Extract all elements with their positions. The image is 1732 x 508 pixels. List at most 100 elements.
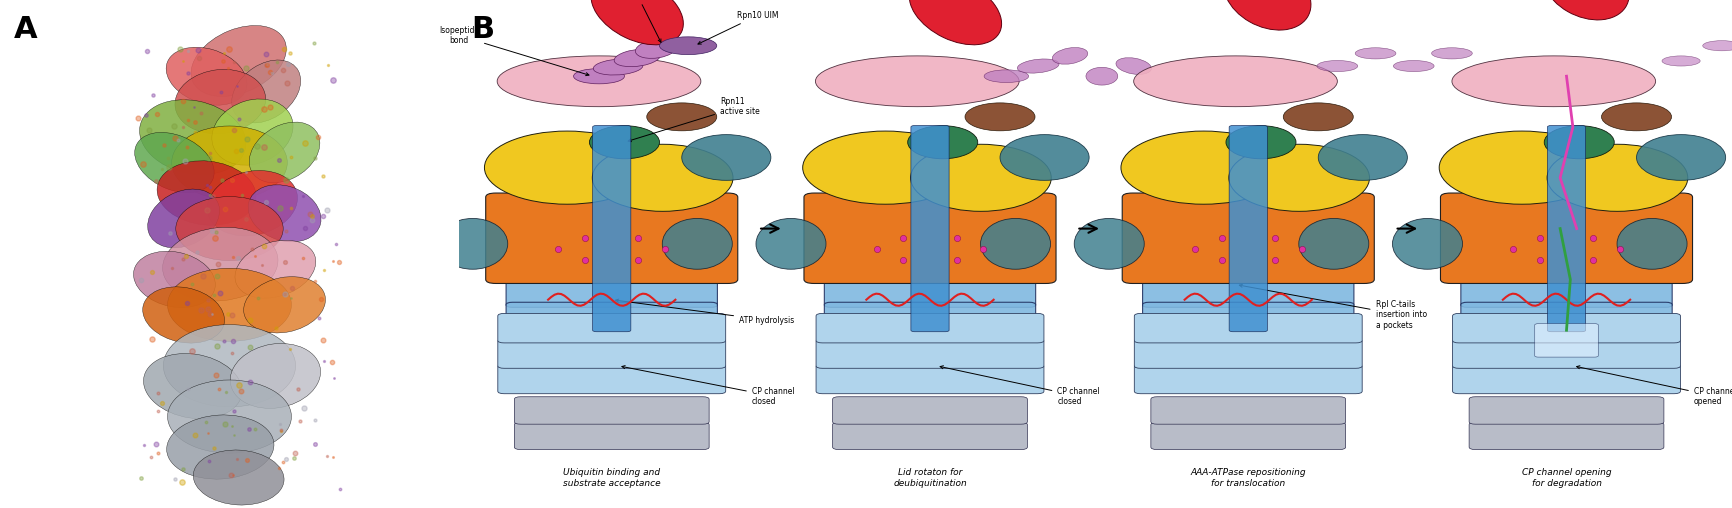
Text: B: B bbox=[471, 15, 495, 44]
Ellipse shape bbox=[171, 126, 288, 199]
FancyBboxPatch shape bbox=[1143, 274, 1354, 307]
Ellipse shape bbox=[1439, 131, 1604, 204]
Ellipse shape bbox=[1121, 131, 1287, 204]
FancyBboxPatch shape bbox=[497, 364, 726, 394]
Text: Ubiquitin binding and
substrate acceptance: Ubiquitin binding and substrate acceptan… bbox=[563, 468, 660, 488]
Ellipse shape bbox=[232, 60, 301, 123]
FancyBboxPatch shape bbox=[816, 313, 1044, 343]
FancyBboxPatch shape bbox=[1469, 422, 1664, 450]
FancyBboxPatch shape bbox=[1150, 397, 1346, 424]
FancyBboxPatch shape bbox=[1134, 339, 1361, 368]
Ellipse shape bbox=[592, 144, 733, 211]
Ellipse shape bbox=[573, 69, 625, 84]
FancyBboxPatch shape bbox=[816, 364, 1044, 394]
Ellipse shape bbox=[1703, 41, 1732, 51]
Ellipse shape bbox=[163, 227, 279, 301]
FancyBboxPatch shape bbox=[1453, 364, 1680, 394]
Ellipse shape bbox=[984, 70, 1029, 83]
FancyBboxPatch shape bbox=[497, 313, 726, 343]
Ellipse shape bbox=[911, 144, 1051, 211]
Ellipse shape bbox=[1017, 59, 1058, 73]
Ellipse shape bbox=[194, 450, 284, 505]
FancyBboxPatch shape bbox=[506, 274, 717, 307]
Ellipse shape bbox=[147, 189, 220, 248]
Ellipse shape bbox=[166, 415, 274, 479]
FancyBboxPatch shape bbox=[1547, 125, 1585, 332]
Ellipse shape bbox=[144, 354, 242, 419]
Ellipse shape bbox=[1637, 135, 1725, 180]
Ellipse shape bbox=[589, 126, 660, 158]
FancyBboxPatch shape bbox=[1453, 339, 1680, 368]
Ellipse shape bbox=[140, 100, 246, 175]
FancyBboxPatch shape bbox=[1143, 302, 1354, 335]
Ellipse shape bbox=[211, 99, 293, 165]
Ellipse shape bbox=[133, 251, 215, 307]
Text: CP channel opening
for degradation: CP channel opening for degradation bbox=[1522, 468, 1611, 488]
FancyBboxPatch shape bbox=[1453, 313, 1680, 343]
Ellipse shape bbox=[1115, 58, 1152, 74]
Ellipse shape bbox=[646, 103, 717, 131]
FancyBboxPatch shape bbox=[1230, 125, 1268, 332]
Ellipse shape bbox=[230, 343, 320, 408]
FancyBboxPatch shape bbox=[1143, 330, 1354, 363]
Ellipse shape bbox=[158, 161, 256, 225]
Ellipse shape bbox=[660, 37, 717, 54]
Ellipse shape bbox=[208, 171, 298, 236]
Ellipse shape bbox=[244, 277, 326, 333]
Text: Ubiquitin: Ubiquitin bbox=[620, 0, 662, 42]
Ellipse shape bbox=[1134, 56, 1337, 107]
Text: Rpn10 UIM: Rpn10 UIM bbox=[698, 11, 779, 44]
Ellipse shape bbox=[999, 135, 1089, 180]
Ellipse shape bbox=[909, 0, 1001, 45]
FancyBboxPatch shape bbox=[1535, 324, 1599, 357]
FancyBboxPatch shape bbox=[506, 302, 717, 335]
Ellipse shape bbox=[168, 268, 291, 341]
Ellipse shape bbox=[1316, 60, 1358, 72]
FancyBboxPatch shape bbox=[1441, 193, 1692, 283]
Ellipse shape bbox=[1663, 56, 1701, 66]
Text: Isopeptide
bond: Isopeptide bond bbox=[438, 26, 589, 76]
Ellipse shape bbox=[1283, 103, 1353, 131]
FancyBboxPatch shape bbox=[833, 397, 1027, 424]
Ellipse shape bbox=[191, 25, 286, 97]
Ellipse shape bbox=[1602, 103, 1671, 131]
Ellipse shape bbox=[1541, 0, 1630, 20]
Ellipse shape bbox=[1299, 218, 1368, 269]
Text: Lid rotaton for
deubiquitination: Lid rotaton for deubiquitination bbox=[894, 468, 966, 488]
Ellipse shape bbox=[248, 185, 320, 242]
Ellipse shape bbox=[802, 131, 968, 204]
FancyBboxPatch shape bbox=[804, 193, 1057, 283]
Ellipse shape bbox=[1545, 126, 1614, 158]
Text: ATP hydrolysis: ATP hydrolysis bbox=[615, 299, 795, 325]
Ellipse shape bbox=[594, 59, 643, 75]
Ellipse shape bbox=[1432, 48, 1472, 59]
Ellipse shape bbox=[1053, 48, 1088, 64]
Ellipse shape bbox=[662, 218, 733, 269]
Ellipse shape bbox=[636, 39, 677, 58]
Text: Rpn11
active site: Rpn11 active site bbox=[629, 97, 760, 142]
Ellipse shape bbox=[682, 135, 771, 180]
Ellipse shape bbox=[965, 103, 1036, 131]
FancyBboxPatch shape bbox=[1150, 422, 1346, 450]
FancyBboxPatch shape bbox=[824, 302, 1036, 335]
FancyBboxPatch shape bbox=[1134, 313, 1361, 343]
Ellipse shape bbox=[1451, 56, 1656, 107]
Ellipse shape bbox=[1354, 48, 1396, 59]
Ellipse shape bbox=[1393, 60, 1434, 72]
FancyBboxPatch shape bbox=[816, 339, 1044, 368]
FancyBboxPatch shape bbox=[1134, 364, 1361, 394]
Ellipse shape bbox=[1225, 0, 1311, 30]
Text: CP channel
closed: CP channel closed bbox=[940, 366, 1100, 406]
Ellipse shape bbox=[135, 133, 215, 193]
FancyBboxPatch shape bbox=[592, 125, 630, 332]
FancyBboxPatch shape bbox=[1460, 330, 1671, 363]
FancyBboxPatch shape bbox=[1122, 193, 1373, 283]
Ellipse shape bbox=[142, 287, 225, 343]
Ellipse shape bbox=[485, 131, 650, 204]
Ellipse shape bbox=[615, 49, 660, 67]
Ellipse shape bbox=[236, 240, 315, 298]
Text: CP channel
opened: CP channel opened bbox=[1576, 366, 1732, 406]
Ellipse shape bbox=[1618, 218, 1687, 269]
FancyBboxPatch shape bbox=[1460, 274, 1671, 307]
Ellipse shape bbox=[175, 70, 265, 134]
